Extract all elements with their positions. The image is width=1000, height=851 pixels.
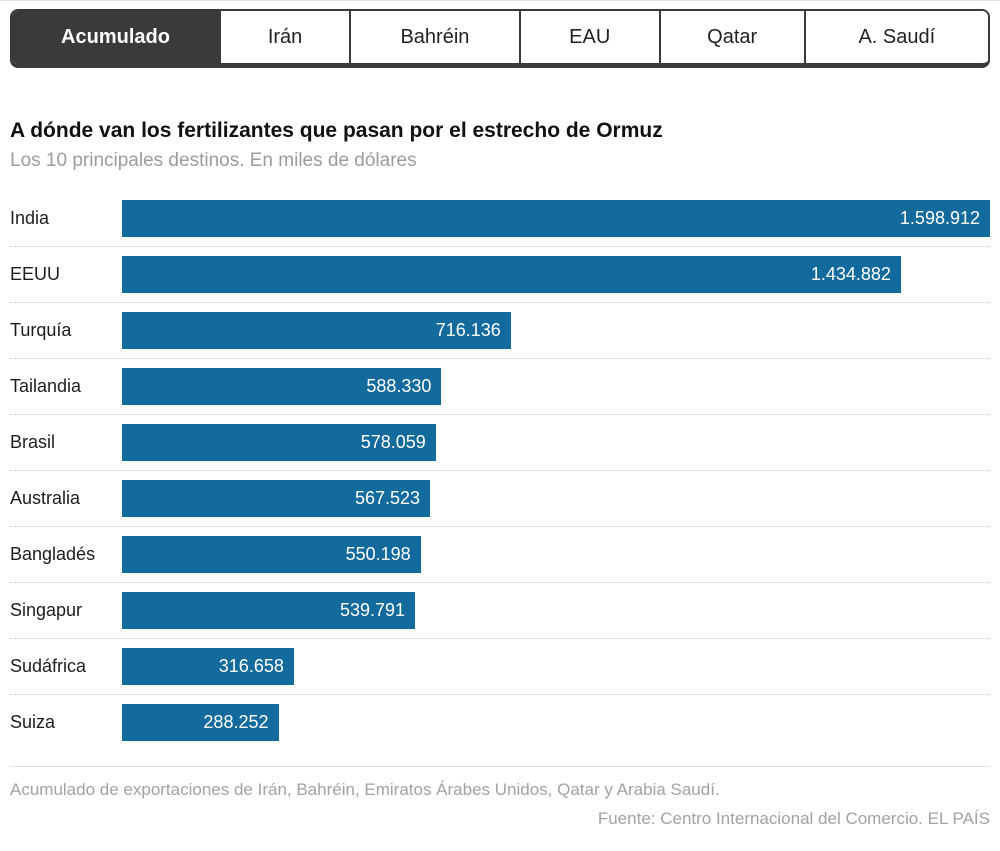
chart-footer: Acumulado de exportaciones de Irán, Bahr… xyxy=(10,766,990,829)
bar: 550.198 xyxy=(122,536,421,573)
bar-category-label: Australia xyxy=(10,488,81,508)
tab-qatar[interactable]: Qatar xyxy=(658,11,804,63)
tab-bahrein[interactable]: Bahréin xyxy=(349,11,519,63)
bar-row: Turquía 716.136 xyxy=(10,302,990,358)
bar-value-label: 539.791 xyxy=(339,600,406,620)
chart-subtitle: Los 10 principales destinos. En miles de… xyxy=(10,150,417,171)
bar-track: 539.791 xyxy=(122,592,990,629)
bar-category-label: Suiza xyxy=(10,712,56,732)
bar-value-label: 578.059 xyxy=(360,432,426,452)
source-credit: Fuente: Centro Internacional del Comerci… xyxy=(597,809,990,828)
bar-row: Sudáfrica 316.658 xyxy=(10,638,990,694)
bar-track: 1.434.882 xyxy=(122,256,990,293)
bar-row: Tailandia 588.330 xyxy=(10,358,990,414)
footnote: Acumulado de exportaciones de Irán, Bahr… xyxy=(10,780,720,799)
top-rule xyxy=(0,0,1000,1)
tab-bar: Acumulado Irán Bahréin EAU Qatar A. Saud… xyxy=(10,9,990,68)
bar: 578.059 xyxy=(122,424,436,461)
tab-acumulado[interactable]: Acumulado xyxy=(12,11,219,63)
chart-title: A dónde van los fertilizantes que pasan … xyxy=(10,119,663,142)
bar-category-label: Sudáfrica xyxy=(10,656,87,676)
bar: 288.252 xyxy=(122,704,279,741)
bar-value-label: 316.658 xyxy=(218,656,284,676)
bar: 567.523 xyxy=(122,480,431,517)
bar-row: India 1.598.912 xyxy=(10,190,990,246)
tab-eau[interactable]: EAU xyxy=(518,11,659,63)
bar-track: 288.252 xyxy=(122,704,990,741)
bar: 316.658 xyxy=(122,648,294,685)
bar-category-label: Turquía xyxy=(10,320,72,340)
bar-value-label: 588.330 xyxy=(366,376,432,396)
bar-category-label: Bangladés xyxy=(10,544,96,564)
bar-category-label: Brasil xyxy=(10,432,56,452)
bar-chart: India 1.598.912 EEUU 1.434.882 Turquía 7… xyxy=(10,190,990,750)
bar: 1.434.882 xyxy=(122,256,901,293)
bar-track: 578.059 xyxy=(122,424,990,461)
bar-category-label: EEUU xyxy=(10,264,61,284)
bar-category-label: Singapur xyxy=(10,600,83,620)
bar-track: 567.523 xyxy=(122,480,990,517)
bar-category-label: Tailandia xyxy=(10,376,82,396)
bar: 539.791 xyxy=(122,592,416,629)
chart-widget: Acumulado Irán Bahréin EAU Qatar A. Saud… xyxy=(0,9,1000,829)
bar-row: Brasil 578.059 xyxy=(10,414,990,470)
bar-track: 316.658 xyxy=(122,648,990,685)
bar-track: 716.136 xyxy=(122,312,990,349)
bar-value-label: 1.434.882 xyxy=(810,264,891,284)
bar-track: 588.330 xyxy=(122,368,990,405)
bar-row: Suiza 288.252 xyxy=(10,694,990,750)
bar-value-label: 550.198 xyxy=(345,544,411,564)
bar-value-label: 288.252 xyxy=(203,712,269,732)
bar-row: Australia 567.523 xyxy=(10,470,990,526)
bar-value-label: 567.523 xyxy=(354,488,421,508)
bar-row: Singapur 539.791 xyxy=(10,582,990,638)
bar-track: 1.598.912 xyxy=(122,199,990,237)
bar-value-label: 1.598.912 xyxy=(899,207,980,228)
bar-value-label: 716.136 xyxy=(435,320,501,340)
bar-track: 550.198 xyxy=(122,536,990,573)
bar-row: Bangladés 550.198 xyxy=(10,526,990,582)
bar-row: EEUU 1.434.882 xyxy=(10,246,990,302)
bar-category-label: India xyxy=(10,207,50,228)
bar: 716.136 xyxy=(122,312,511,349)
bar: 1.598.912 xyxy=(122,199,990,237)
tab-iran[interactable]: Irán xyxy=(219,11,350,63)
tab-a-saudi[interactable]: A. Saudí xyxy=(803,11,988,63)
bar: 588.330 xyxy=(122,368,442,405)
